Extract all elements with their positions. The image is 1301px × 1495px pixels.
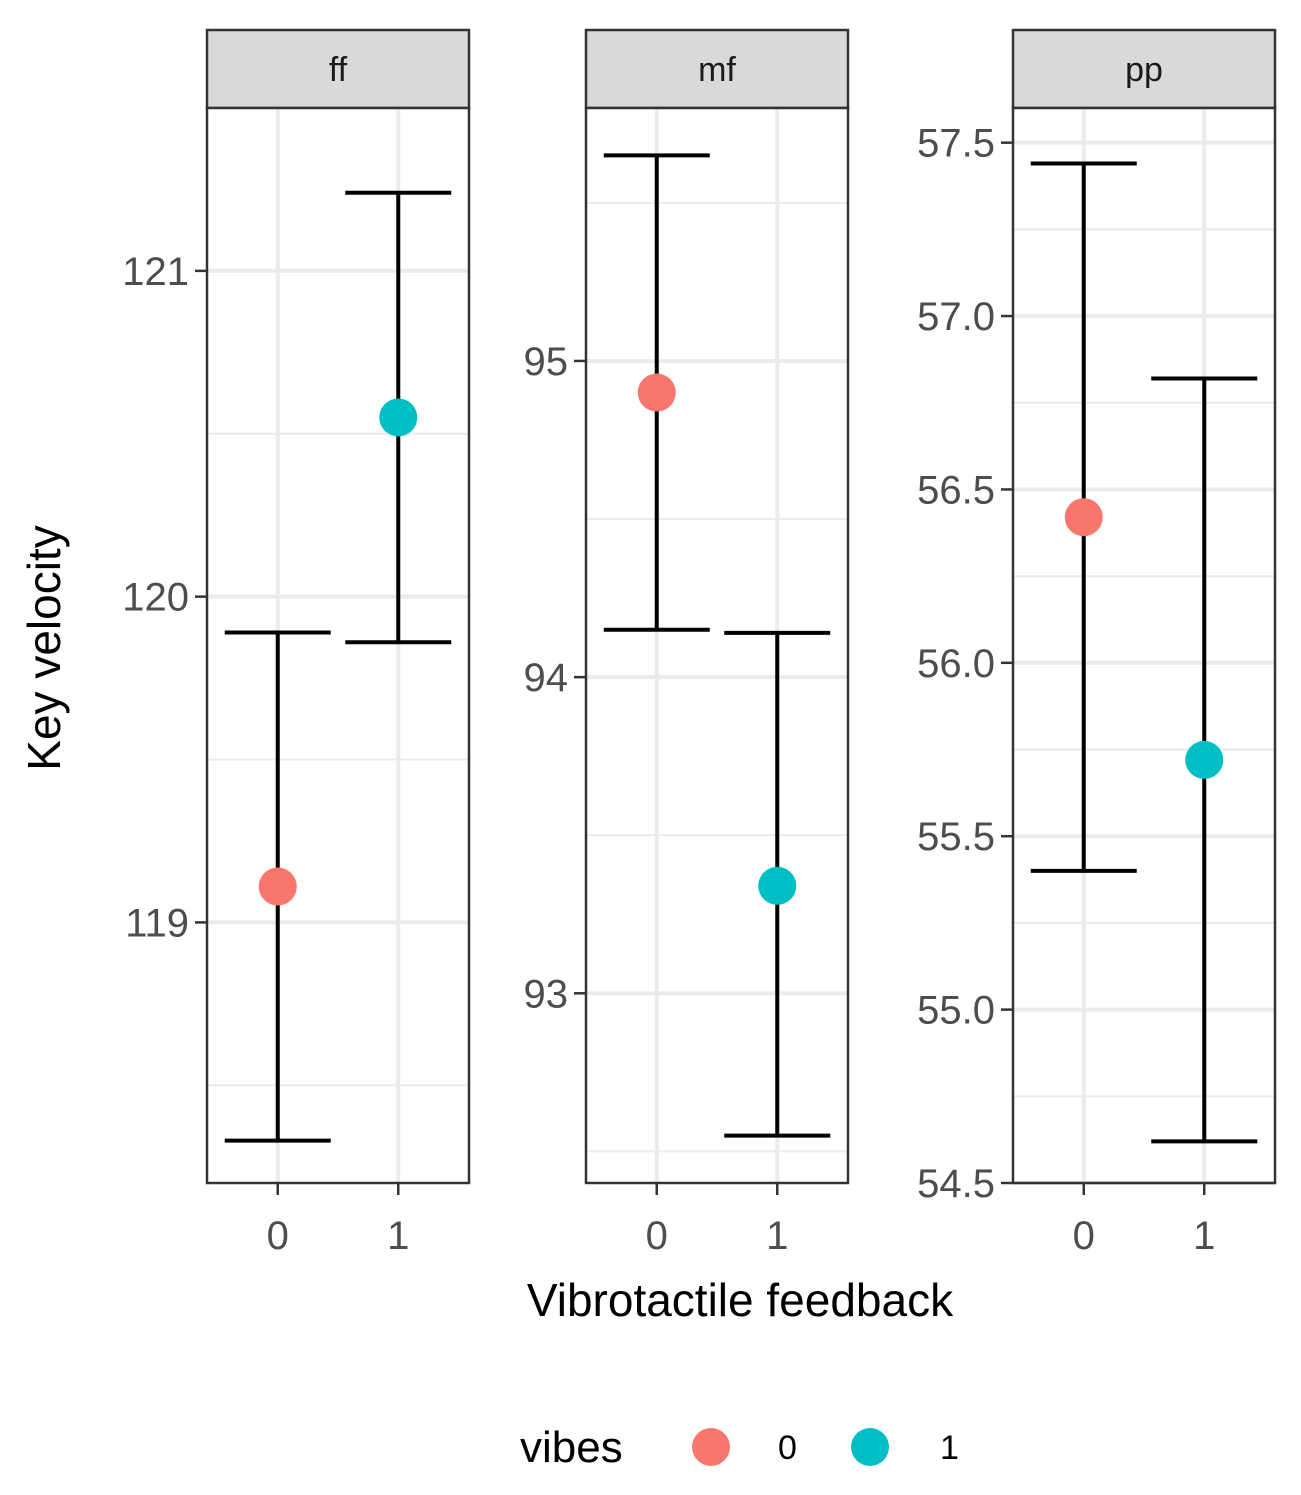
facet-strip-label: ff [329, 51, 348, 89]
facet-strip [205, 28, 471, 110]
legend: vibes 0 1 [520, 1423, 959, 1472]
data-point [758, 866, 797, 905]
legend-key-0 [692, 1428, 730, 1466]
x-tick-label: 1 [387, 1214, 409, 1258]
data-point [258, 867, 297, 906]
panel-background [586, 108, 848, 1183]
x-tick-label: 0 [1073, 1214, 1095, 1258]
legend-label-0: 0 [778, 1429, 797, 1467]
data-point [379, 398, 418, 437]
panel-border [1011, 106, 1277, 1185]
facet-panels: ff 119 120 121 0 1 mf 93 94 95 0 1 pp 54.5 55.0 55.5 56.… [122, 28, 1277, 1258]
y-tick-label: 93 [524, 972, 569, 1016]
x-tick-label: 0 [267, 1214, 289, 1258]
data-point [637, 373, 676, 412]
panel-background [207, 108, 469, 1183]
panel-border [205, 106, 471, 1185]
x-axis-title: Vibrotactile feedback [527, 1274, 954, 1326]
data-point [1064, 498, 1103, 537]
y-tick-label: 57.5 [917, 122, 995, 166]
x-tick-label: 1 [1193, 1214, 1215, 1258]
y-tick-label: 121 [122, 250, 189, 294]
facet-panel-ff: ff 119 120 121 0 1 [122, 28, 471, 1258]
y-tick-label: 95 [524, 340, 569, 384]
facet-strip [1011, 28, 1277, 110]
panel-border [584, 106, 850, 1185]
facet-strip-label: mf [698, 51, 736, 89]
y-tick-label: 55.5 [917, 815, 995, 859]
x-tick-label: 1 [766, 1214, 788, 1258]
facet-panel-mf: mf 93 94 95 0 1 [524, 28, 850, 1258]
y-tick-label: 94 [524, 656, 569, 700]
y-tick-label: 56.5 [917, 468, 995, 512]
y-tick-label: 54.5 [917, 1162, 995, 1206]
y-tick-label: 56.0 [917, 642, 995, 686]
data-point [1185, 740, 1224, 779]
legend-label-1: 1 [940, 1429, 959, 1467]
panel-background [1013, 108, 1275, 1183]
facet-strip-label: pp [1125, 51, 1163, 89]
y-tick-label: 55.0 [917, 989, 995, 1033]
facet-panel-pp: pp 54.5 55.0 55.5 56.0 56.5 57.0 57.5 0 1 [917, 28, 1277, 1258]
y-tick-label: 119 [125, 901, 189, 945]
x-tick-label: 0 [646, 1214, 668, 1258]
y-tick-label: 120 [122, 576, 189, 620]
legend-title: vibes [520, 1423, 623, 1472]
y-tick-label: 57.0 [917, 295, 995, 339]
y-axis-title: Key velocity [18, 525, 70, 770]
legend-key-1 [851, 1428, 889, 1466]
